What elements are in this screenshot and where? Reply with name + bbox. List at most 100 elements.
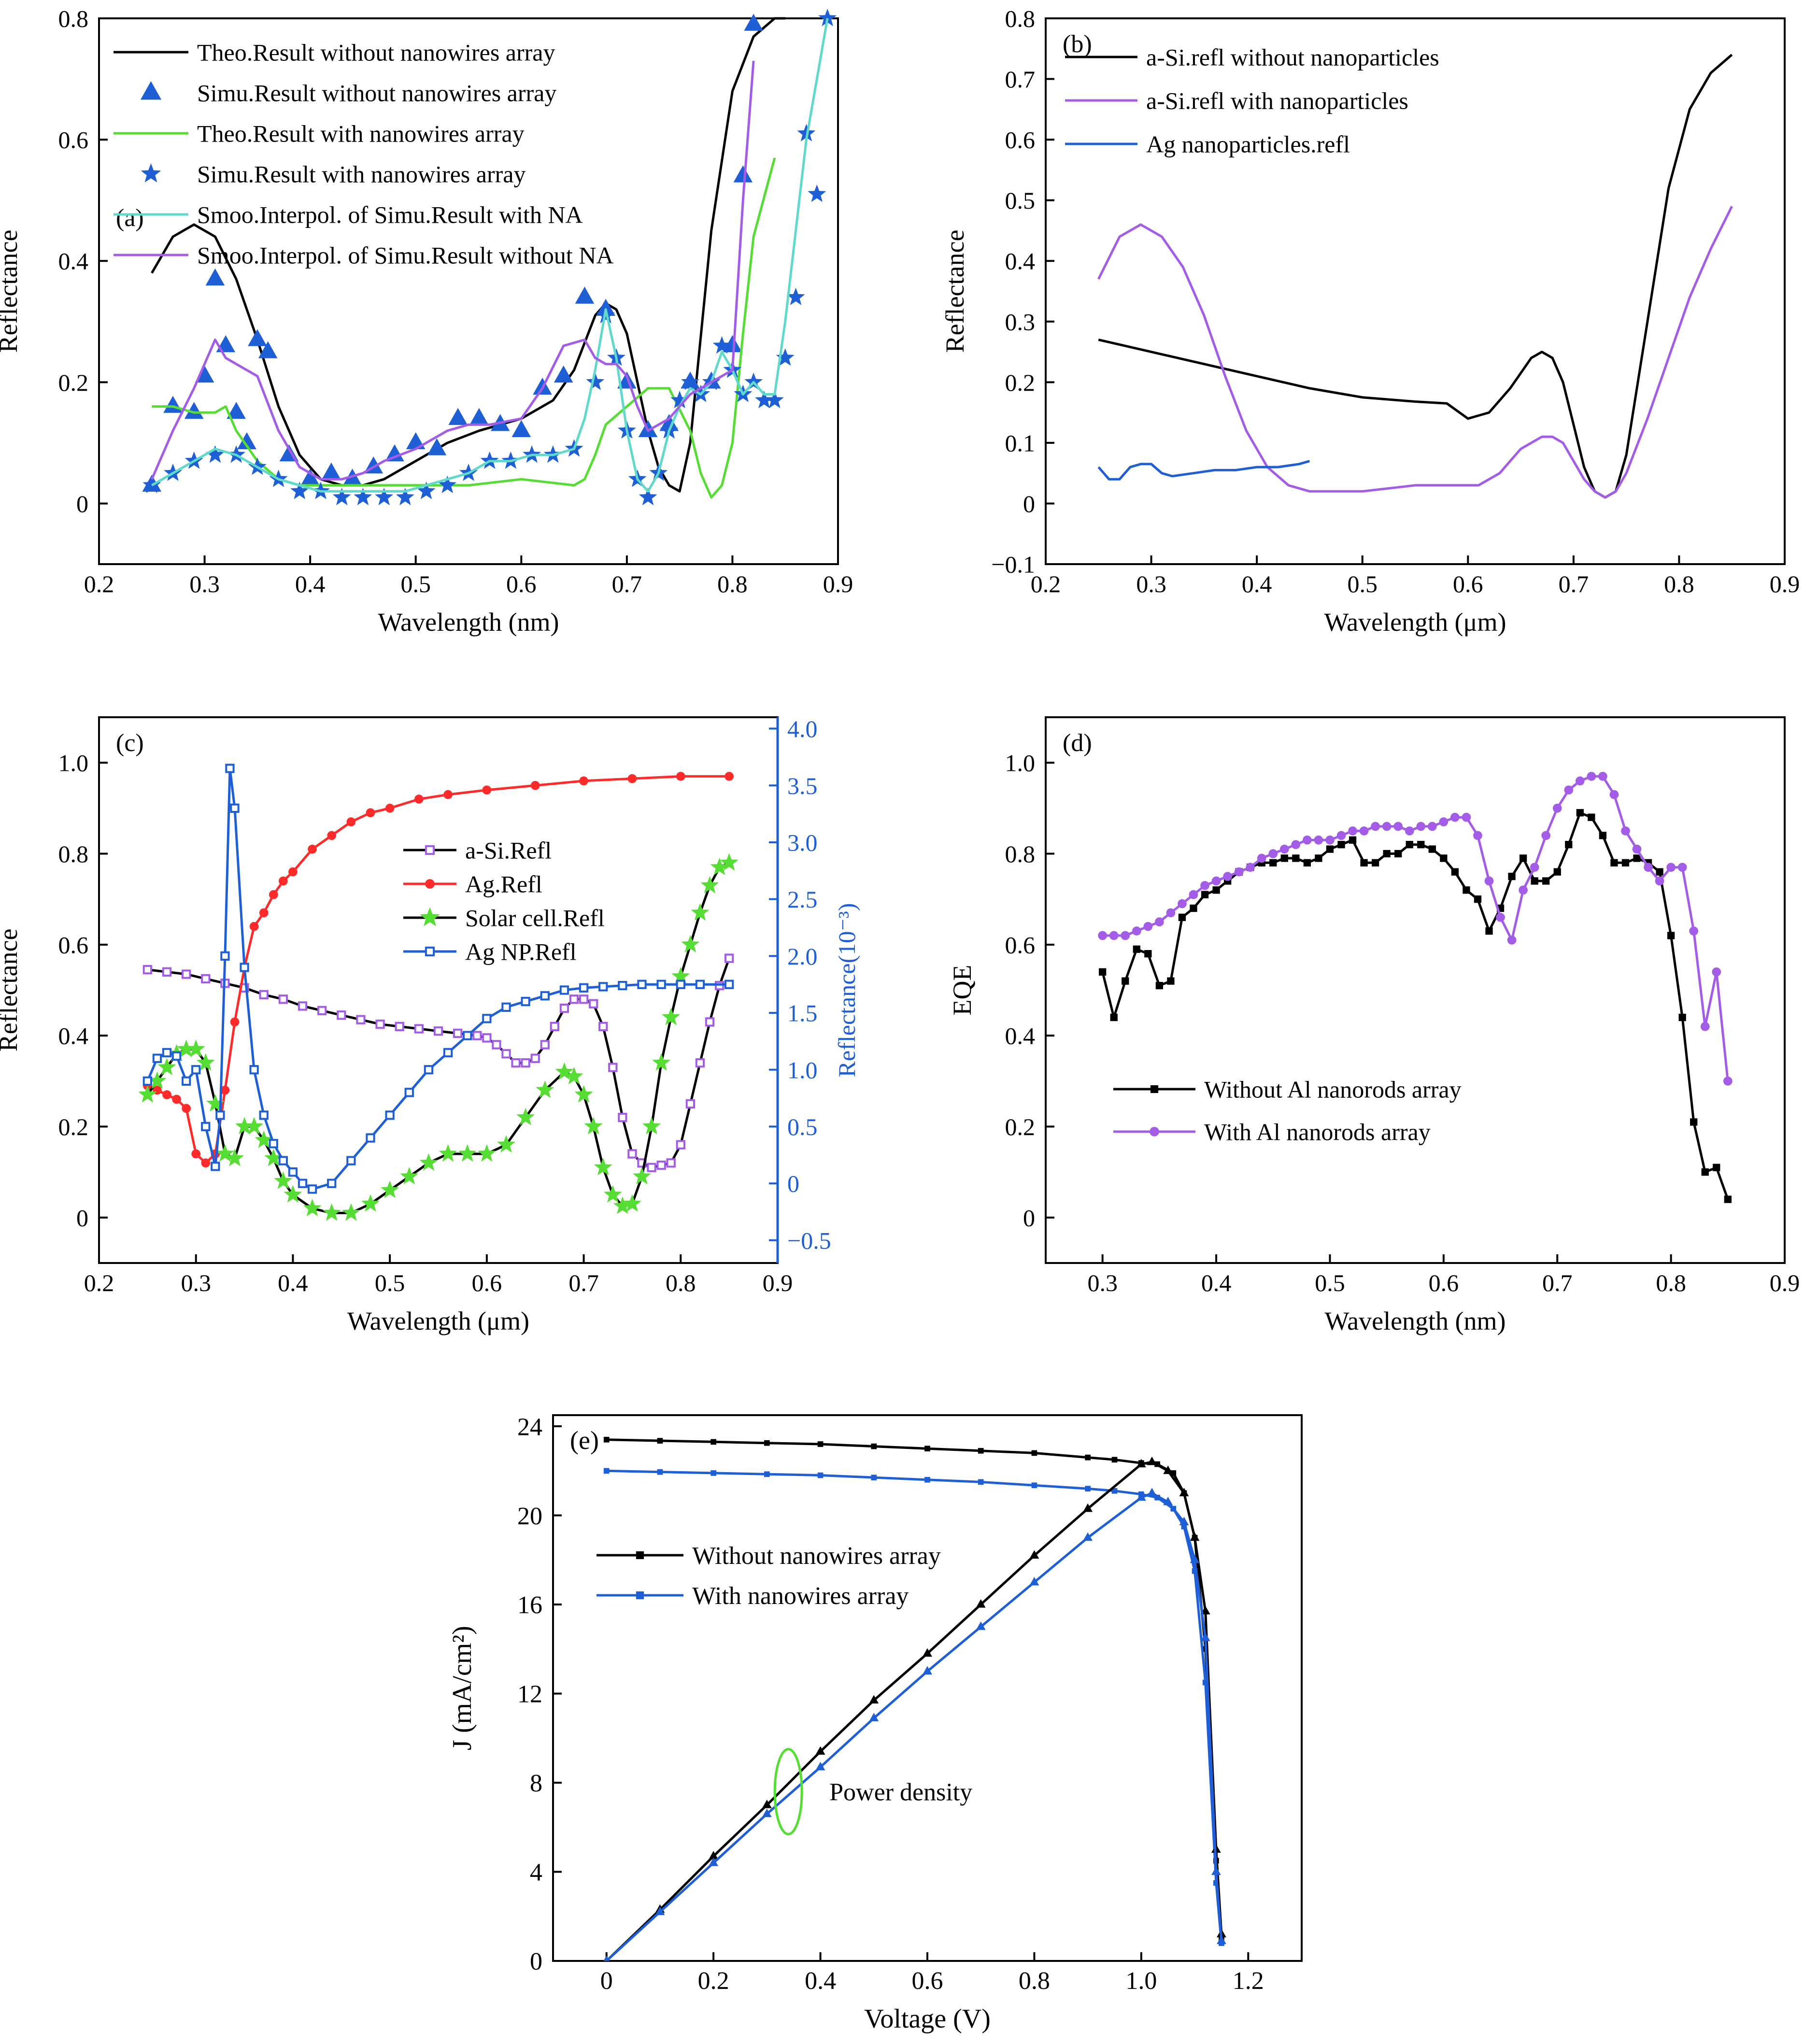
series-4-marker: [443, 1048, 453, 1058]
series-1-marker: [1428, 845, 1436, 853]
y-tick-label: 0.8: [1005, 840, 1036, 867]
x-tick-label: 0.3: [189, 570, 220, 597]
series-3-marker: [303, 1199, 322, 1217]
series-4-marker: [201, 1121, 211, 1132]
series-4-line: [146, 767, 729, 1191]
series-1-marker: [1155, 981, 1164, 990]
series-2-marker: [1609, 790, 1619, 799]
chart-panel-d: 0.3 0.4 0.5 0.6 0.7 0.8 0.9 0 0.2 0.4 0.6 0.8 1.0 Wav…: [948, 716, 1800, 1335]
x-tick-label: 0.5: [375, 1269, 405, 1296]
x-tick-label: 0.8: [666, 1269, 696, 1296]
y-tick-label: 0.8: [1005, 5, 1036, 32]
series-4-marker: [346, 1156, 356, 1165]
series-2-marker: [1416, 822, 1426, 831]
series-2-marker: [1439, 817, 1449, 826]
x-tick-label: 0.3: [1087, 1269, 1118, 1296]
series-2-marker: [1405, 826, 1414, 836]
series-2-marker: [288, 867, 298, 877]
series-1-marker: [1531, 877, 1538, 885]
series-2-marker: [300, 468, 320, 486]
series-2-marker: [978, 1479, 984, 1485]
x-tick-label: 0.6: [912, 1967, 943, 1995]
y-tick-label: −0.1: [991, 551, 1035, 578]
legend-label: Solar cell.Refl: [465, 905, 605, 932]
series-3-marker: [1136, 1459, 1146, 1468]
series-2-marker: [385, 444, 404, 462]
legend-label: a-Si.Refl: [465, 837, 552, 864]
series-1-marker: [1085, 1454, 1091, 1461]
series-2-marker: [249, 922, 259, 931]
series-3-marker: [603, 1185, 622, 1203]
series-1-marker: [1111, 1457, 1118, 1463]
legend-swatch-marker: [420, 907, 440, 926]
series-1-marker: [1110, 1013, 1118, 1022]
y-tick-label: 0.5: [1005, 187, 1036, 214]
series-2-marker: [764, 1471, 770, 1477]
series-2-line: [1097, 206, 1733, 499]
series-2-marker: [1192, 1568, 1198, 1574]
series-1-marker: [603, 1436, 610, 1443]
series-1-marker: [201, 974, 211, 984]
y-tick-label: 0.2: [58, 1113, 89, 1140]
series-2-line: [1102, 775, 1729, 1081]
series-4-marker: [332, 487, 351, 506]
x-tick-label: 0.9: [823, 570, 853, 597]
series-2-marker: [1359, 826, 1369, 836]
legend-swatch-marker: [636, 1551, 644, 1560]
series-3-marker: [206, 1094, 225, 1112]
series-4-marker: [603, 1956, 610, 1961]
series-4-marker: [211, 1162, 220, 1171]
chart-panel-e: 0 0.2 0.4 0.6 0.8 1.0 1.2 0 4 8 12 16 20 24 Voltage (V…: [447, 1413, 1303, 2034]
x-tick-label: 0.4: [805, 1967, 836, 1995]
series-2-marker: [1291, 840, 1301, 850]
y-right-tick-label: 0.5: [787, 1113, 818, 1140]
series-2-marker: [817, 1472, 824, 1478]
series-2-marker: [1598, 772, 1607, 781]
series-4-marker: [215, 1110, 225, 1120]
series-1-marker: [298, 1001, 308, 1011]
plot-frame: [98, 17, 839, 565]
series-2-marker: [163, 396, 183, 413]
series-4-marker: [1136, 1492, 1146, 1501]
series-3-marker: [594, 1158, 612, 1176]
series-4-marker: [869, 1713, 879, 1721]
series-1-marker: [1394, 850, 1402, 858]
series-3-marker: [720, 853, 739, 871]
series-2-marker: [1121, 931, 1130, 940]
series-2-marker: [1564, 785, 1574, 795]
series-2-marker: [1143, 922, 1153, 931]
series-3-marker: [762, 1800, 772, 1808]
series-4-marker: [171, 1051, 182, 1061]
series-2-marker: [327, 831, 337, 840]
legend-item: Simu.Result without nanowires array: [140, 80, 556, 107]
series-2-marker: [1279, 844, 1289, 854]
x-tick-label: 0.5: [1315, 1269, 1345, 1296]
y-tick-label: 0: [76, 490, 88, 517]
series-2-marker: [676, 772, 685, 781]
series-4-marker: [695, 979, 705, 989]
series-group: [1097, 54, 1733, 499]
series-2-marker: [1484, 876, 1494, 886]
series-1-marker: [1122, 977, 1129, 985]
legend-swatch-marker: [425, 946, 435, 957]
legend-item: Without Al nanorods array: [1113, 1076, 1462, 1103]
series-2-marker: [1314, 835, 1323, 845]
series-4-marker: [181, 1076, 191, 1086]
series-1-marker: [1451, 868, 1459, 876]
series-3-marker: [1179, 1488, 1189, 1497]
series-3-line: [605, 1461, 1223, 1961]
legend-item: Ag.Refl: [403, 871, 542, 898]
series-1-marker: [142, 965, 153, 975]
legend-label: Simu.Result with nanowires array: [197, 161, 526, 188]
series-4-marker: [482, 1014, 492, 1023]
series-2-marker: [216, 335, 236, 353]
series-3-marker: [633, 1167, 651, 1185]
series-2-marker: [1348, 826, 1357, 836]
series-4-marker: [327, 1178, 337, 1188]
x-tick-label: 0.6: [1429, 1269, 1459, 1296]
series-2-marker: [184, 402, 204, 419]
series-2-line: [147, 775, 729, 1164]
series-1-marker: [317, 1006, 327, 1016]
series-3-marker: [497, 1135, 515, 1153]
series-3-marker: [157, 1058, 176, 1076]
